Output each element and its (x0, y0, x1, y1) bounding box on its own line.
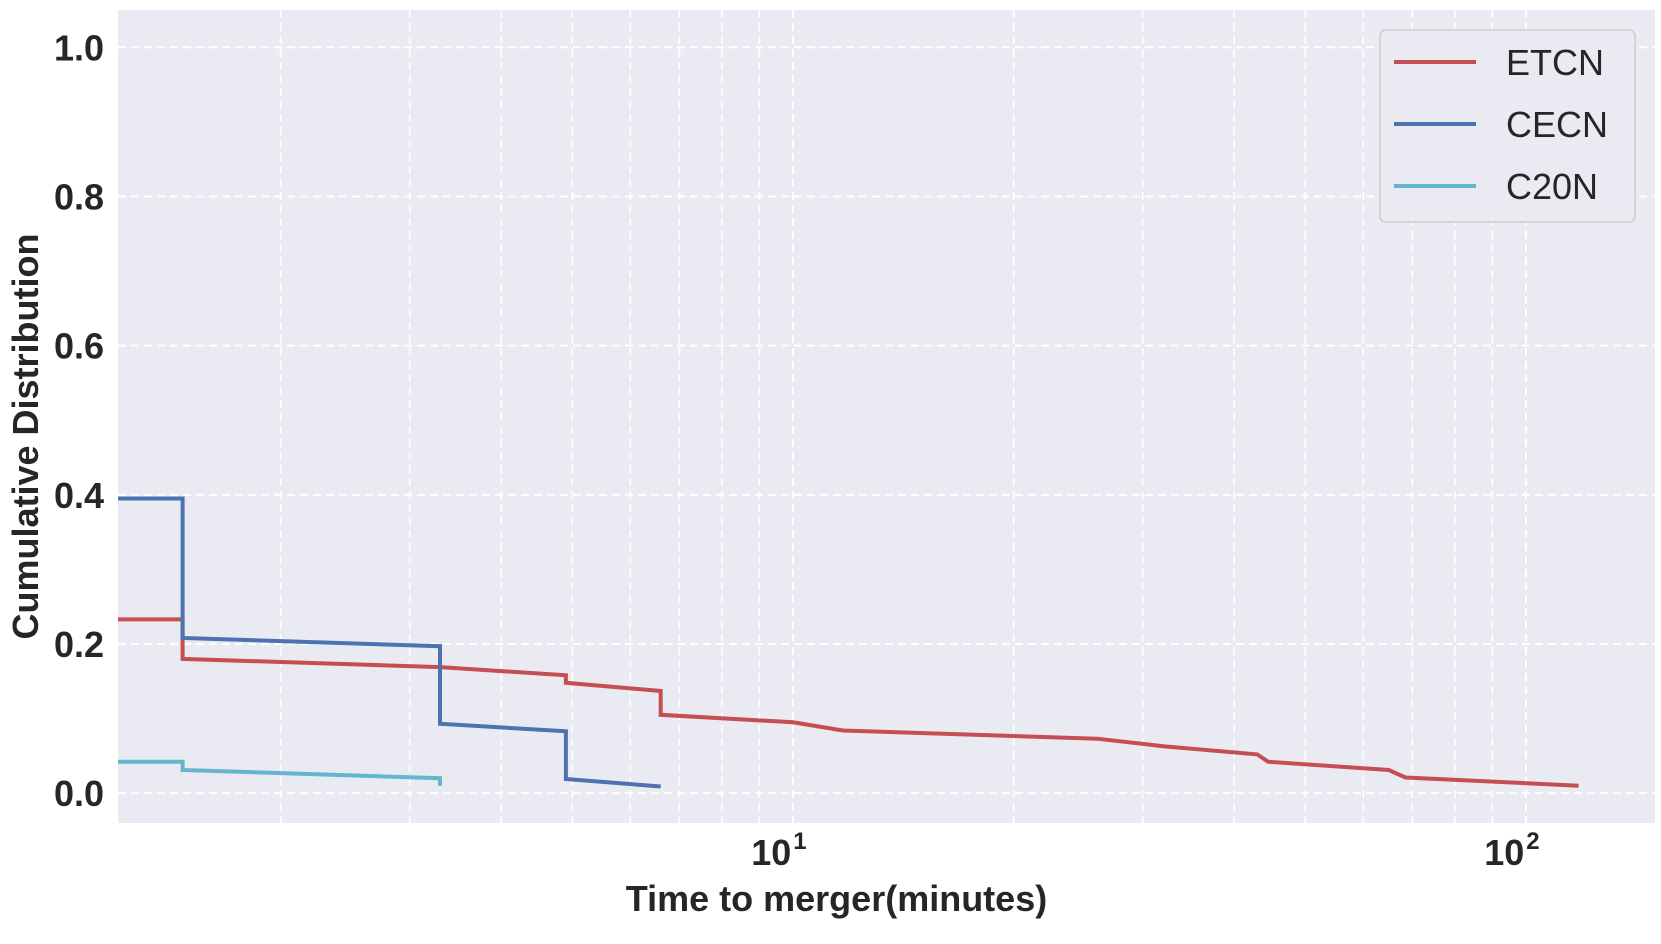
x-tick-exponent: 2 (1526, 828, 1539, 855)
y-tick-label: 0.8 (54, 176, 104, 217)
x-tick-base: 10 (751, 832, 791, 873)
legend-box (1379, 29, 1636, 223)
x-tick-label: 101 (751, 828, 806, 873)
x-axis-ticks: 101 102 (751, 828, 1539, 873)
y-tick-label: 0.6 (54, 326, 104, 367)
y-tick-label: 0.4 (54, 475, 104, 516)
y-tick-label: 0.2 (54, 624, 104, 665)
x-tick-base: 10 (1484, 832, 1524, 873)
grid (118, 10, 1655, 823)
legend-label-c20n: C20N (1506, 166, 1598, 207)
y-axis-ticks: 0.0 0.2 0.4 0.6 0.8 1.0 (54, 27, 104, 814)
legend-label-cecn: CECN (1506, 104, 1608, 145)
y-axis-label: Cumulative Distribution (5, 233, 46, 639)
x-tick-label: 102 (1484, 828, 1539, 873)
legend: ETCN CECN C20N (1379, 29, 1636, 223)
y-tick-label: 0.0 (54, 773, 104, 814)
y-tick-label: 1.0 (54, 27, 104, 68)
series-lines (118, 496, 1579, 789)
series-line-c20n (118, 759, 442, 786)
legend-label-etcn: ETCN (1506, 42, 1604, 83)
x-axis-label: Time to merger(minutes) (626, 878, 1047, 919)
series-line-cecn (118, 496, 661, 789)
series-line-etcn (118, 617, 1579, 788)
x-tick-exponent: 1 (793, 828, 806, 855)
